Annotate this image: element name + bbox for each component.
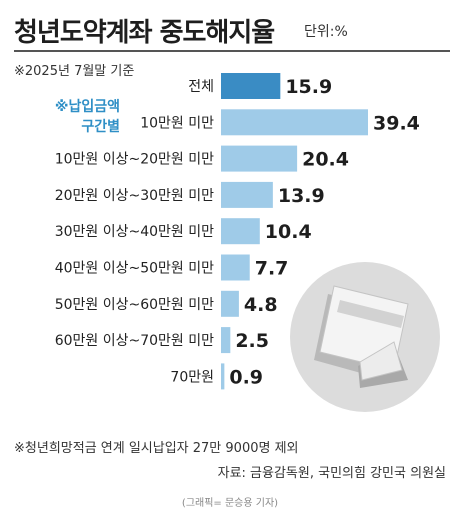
group-label: ※납입금액 구간별 <box>28 97 120 137</box>
chart-title: 청년도약계좌 중도해지율 <box>14 18 275 48</box>
bar <box>221 363 225 390</box>
value-label: 39.4 <box>373 112 420 134</box>
footnote: ※청년희망적금 연계 일시납입자 27만 9000명 제외 <box>14 441 299 456</box>
category-label: 30만원 이상~40만원 미만 <box>55 224 214 240</box>
value-label: 4.8 <box>244 294 278 316</box>
category-label: 10만원 미만 <box>140 115 214 131</box>
bar <box>221 218 260 245</box>
basis-date-note: ※2025년 7월말 기준 <box>14 64 135 79</box>
bar <box>221 290 239 317</box>
category-label: 70만원 <box>170 369 214 385</box>
title-divider <box>14 50 450 52</box>
bar <box>221 73 281 99</box>
group-label-line-1: ※납입금액 <box>54 99 120 115</box>
category-label: 60만원 이상~70만원 미만 <box>55 333 214 349</box>
graphic-credit: (그래픽= 문승용 기자) <box>181 498 279 509</box>
decoration-circle <box>290 262 440 412</box>
value-label: 2.5 <box>235 330 269 352</box>
group-label-line-2: 구간별 <box>81 119 120 135</box>
value-label: 13.9 <box>278 185 325 207</box>
category-label: 40만원 이상~50만원 미만 <box>55 261 214 277</box>
value-label: 10.4 <box>265 221 312 243</box>
category-label: 전체 <box>188 79 214 95</box>
bar <box>221 327 231 354</box>
header: 청년도약계좌 중도해지율 단위:% <box>14 12 450 48</box>
bar <box>221 145 298 172</box>
bar <box>221 254 250 281</box>
source-note: 자료: 금융감독원, 국민의힘 강민국 의원실 <box>217 466 446 481</box>
bar <box>221 181 273 208</box>
value-label: 0.9 <box>229 366 263 388</box>
category-label: 20만원 이상~30만원 미만 <box>55 188 214 204</box>
bar <box>221 109 368 136</box>
card-icon <box>314 285 409 388</box>
unit-label: 단위:% <box>304 24 348 40</box>
value-label: 7.7 <box>255 258 289 280</box>
category-label: 50만원 이상~60만원 미만 <box>55 297 214 313</box>
value-label: 20.4 <box>302 149 349 171</box>
category-label: 10만원 이상~20만원 미만 <box>55 152 214 168</box>
value-label: 15.9 <box>285 76 332 98</box>
